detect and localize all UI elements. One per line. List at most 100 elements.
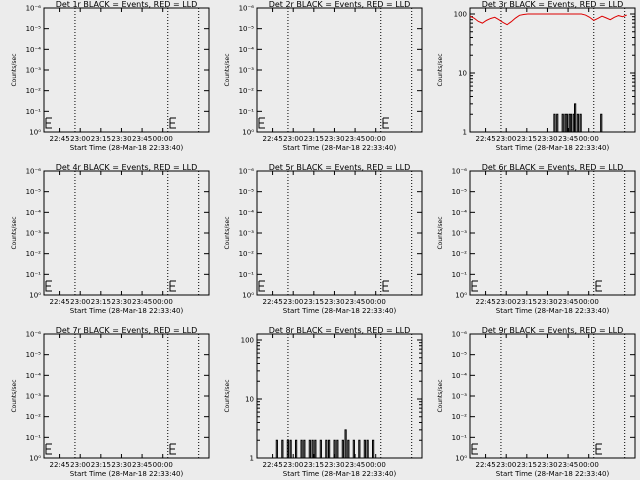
plot-frame: [256, 333, 423, 459]
y-tick-label: 10⁻⁵: [452, 351, 468, 359]
panel-title: Det 8r BLACK = Events, RED = LLD: [269, 326, 411, 335]
x-tick-label: 00:00: [579, 298, 599, 306]
y-tick-label: 10⁻⁵: [239, 188, 255, 196]
y-tick-label: 100: [454, 11, 467, 19]
y-tick-label: 10⁻³: [26, 230, 42, 238]
x-axis-label: Start Time (28-Mar-18 22:33:40): [70, 307, 184, 315]
y-tick-label: 10⁻⁴: [239, 209, 255, 217]
panel-title: Det 7r BLACK = Events, RED = LLD: [56, 326, 198, 335]
x-tick-label: 23:30: [537, 135, 557, 143]
y-tick-label: 10⁻⁴: [26, 209, 42, 217]
x-tick-label: 23:00: [70, 461, 90, 469]
x-tick-label: 22:45: [262, 135, 282, 143]
y-tick-label: 10⁰: [29, 292, 41, 300]
y-tick-label: 10⁰: [242, 129, 254, 137]
y-axis-label: Counts/sec: [11, 216, 18, 249]
x-tick-label: 23:30: [324, 461, 344, 469]
x-axis-label: Start Time (28-Mar-18 22:33:40): [283, 307, 397, 315]
x-axis-label: Start Time (28-Mar-18 22:33:40): [496, 307, 610, 315]
y-tick-label: 10⁻⁵: [26, 188, 42, 196]
series-lld: [469, 13, 627, 26]
y-tick-label: 10⁻⁶: [26, 5, 42, 13]
y-tick-label: 10: [458, 70, 467, 78]
x-tick-label: 23:00: [496, 298, 516, 306]
x-tick-label: 00:00: [579, 135, 599, 143]
x-tick-label: 00:00: [366, 135, 386, 143]
y-tick-label: 1: [250, 455, 254, 463]
y-tick-label: 10⁰: [29, 129, 41, 137]
y-axis-label: Counts/sec: [11, 379, 18, 412]
y-tick-label: 10⁻⁴: [452, 372, 468, 380]
y-tick-label: 10⁻³: [239, 230, 255, 238]
x-tick-label: 22:45: [475, 461, 495, 469]
x-tick-label: 00:00: [153, 135, 173, 143]
y-tick-label: 10⁻⁴: [26, 46, 42, 54]
panel-title: Det 6r BLACK = Events, RED = LLD: [482, 163, 624, 172]
x-tick-label: 23:30: [111, 461, 131, 469]
empty-marker-right: [595, 443, 602, 455]
y-tick-label: 10⁻⁵: [452, 188, 468, 196]
y-tick-label: 10⁰: [242, 292, 254, 300]
empty-marker-left: [45, 280, 52, 292]
panel-title: Det 3r BLACK = Events, RED = LLD: [482, 0, 624, 9]
y-axis-label: Counts/sec: [224, 216, 231, 249]
x-tick-label: 23:15: [304, 461, 324, 469]
x-tick-label: 23:45: [345, 298, 365, 306]
x-tick-label: 23:45: [132, 298, 152, 306]
y-tick-label: 10⁻⁵: [239, 25, 255, 33]
y-tick-label: 10⁻⁴: [452, 209, 468, 217]
x-tick-label: 23:15: [304, 135, 324, 143]
x-tick-label: 23:00: [496, 461, 516, 469]
plot-frame: [469, 170, 636, 296]
plot-frame: [469, 333, 636, 459]
x-axis-label: Start Time (28-Mar-18 22:33:40): [283, 144, 397, 152]
y-tick-label: 10⁻³: [26, 393, 42, 401]
y-tick-label: 10⁻¹: [26, 108, 42, 116]
y-tick-label: 10⁻¹: [26, 434, 42, 442]
x-tick-label: 23:00: [70, 135, 90, 143]
empty-marker-left: [258, 280, 265, 292]
y-tick-label: 10⁻⁵: [26, 351, 42, 359]
y-axis-label: Counts/sec: [437, 53, 444, 86]
empty-marker-left: [45, 443, 52, 455]
y-tick-label: 10⁻³: [239, 67, 255, 75]
empty-marker-left: [471, 443, 478, 455]
y-tick-label: 10⁰: [455, 455, 467, 463]
x-tick-label: 23:00: [496, 135, 516, 143]
y-tick-label: 10⁻⁶: [239, 5, 255, 13]
y-axis-label: Counts/sec: [224, 53, 231, 86]
x-tick-label: 23:45: [558, 298, 578, 306]
x-tick-label: 23:30: [111, 298, 131, 306]
y-tick-label: 10: [245, 396, 254, 404]
series-events: [275, 429, 377, 459]
y-tick-label: 10⁻¹: [452, 434, 468, 442]
plot-frame: [256, 170, 423, 296]
x-axis-label: Start Time (28-Mar-18 22:33:40): [496, 144, 610, 152]
x-tick-label: 22:45: [49, 461, 69, 469]
x-tick-label: 23:15: [517, 461, 537, 469]
x-tick-label: 23:30: [537, 298, 557, 306]
empty-marker-right: [169, 280, 176, 292]
y-tick-label: 10⁻⁶: [452, 331, 468, 339]
x-axis-label: Start Time (28-Mar-18 22:33:40): [496, 470, 610, 478]
y-tick-label: 10⁻¹: [452, 271, 468, 279]
x-tick-label: 23:15: [91, 461, 111, 469]
x-tick-label: 23:45: [345, 461, 365, 469]
y-tick-label: 10⁻⁶: [26, 331, 42, 339]
plot-frame: [469, 7, 636, 133]
empty-marker-right: [382, 280, 389, 292]
y-tick-label: 10⁻²: [26, 250, 42, 258]
x-tick-label: 23:15: [517, 298, 537, 306]
x-axis-label: Start Time (28-Mar-18 22:33:40): [283, 470, 397, 478]
x-axis-label: Start Time (28-Mar-18 22:33:40): [70, 470, 184, 478]
y-tick-label: 10⁻⁴: [26, 372, 42, 380]
y-tick-label: 10⁻²: [239, 87, 255, 95]
empty-marker-left: [258, 117, 265, 129]
plot-frame: [43, 333, 210, 459]
empty-marker-right: [169, 443, 176, 455]
y-tick-label: 100: [241, 337, 254, 345]
